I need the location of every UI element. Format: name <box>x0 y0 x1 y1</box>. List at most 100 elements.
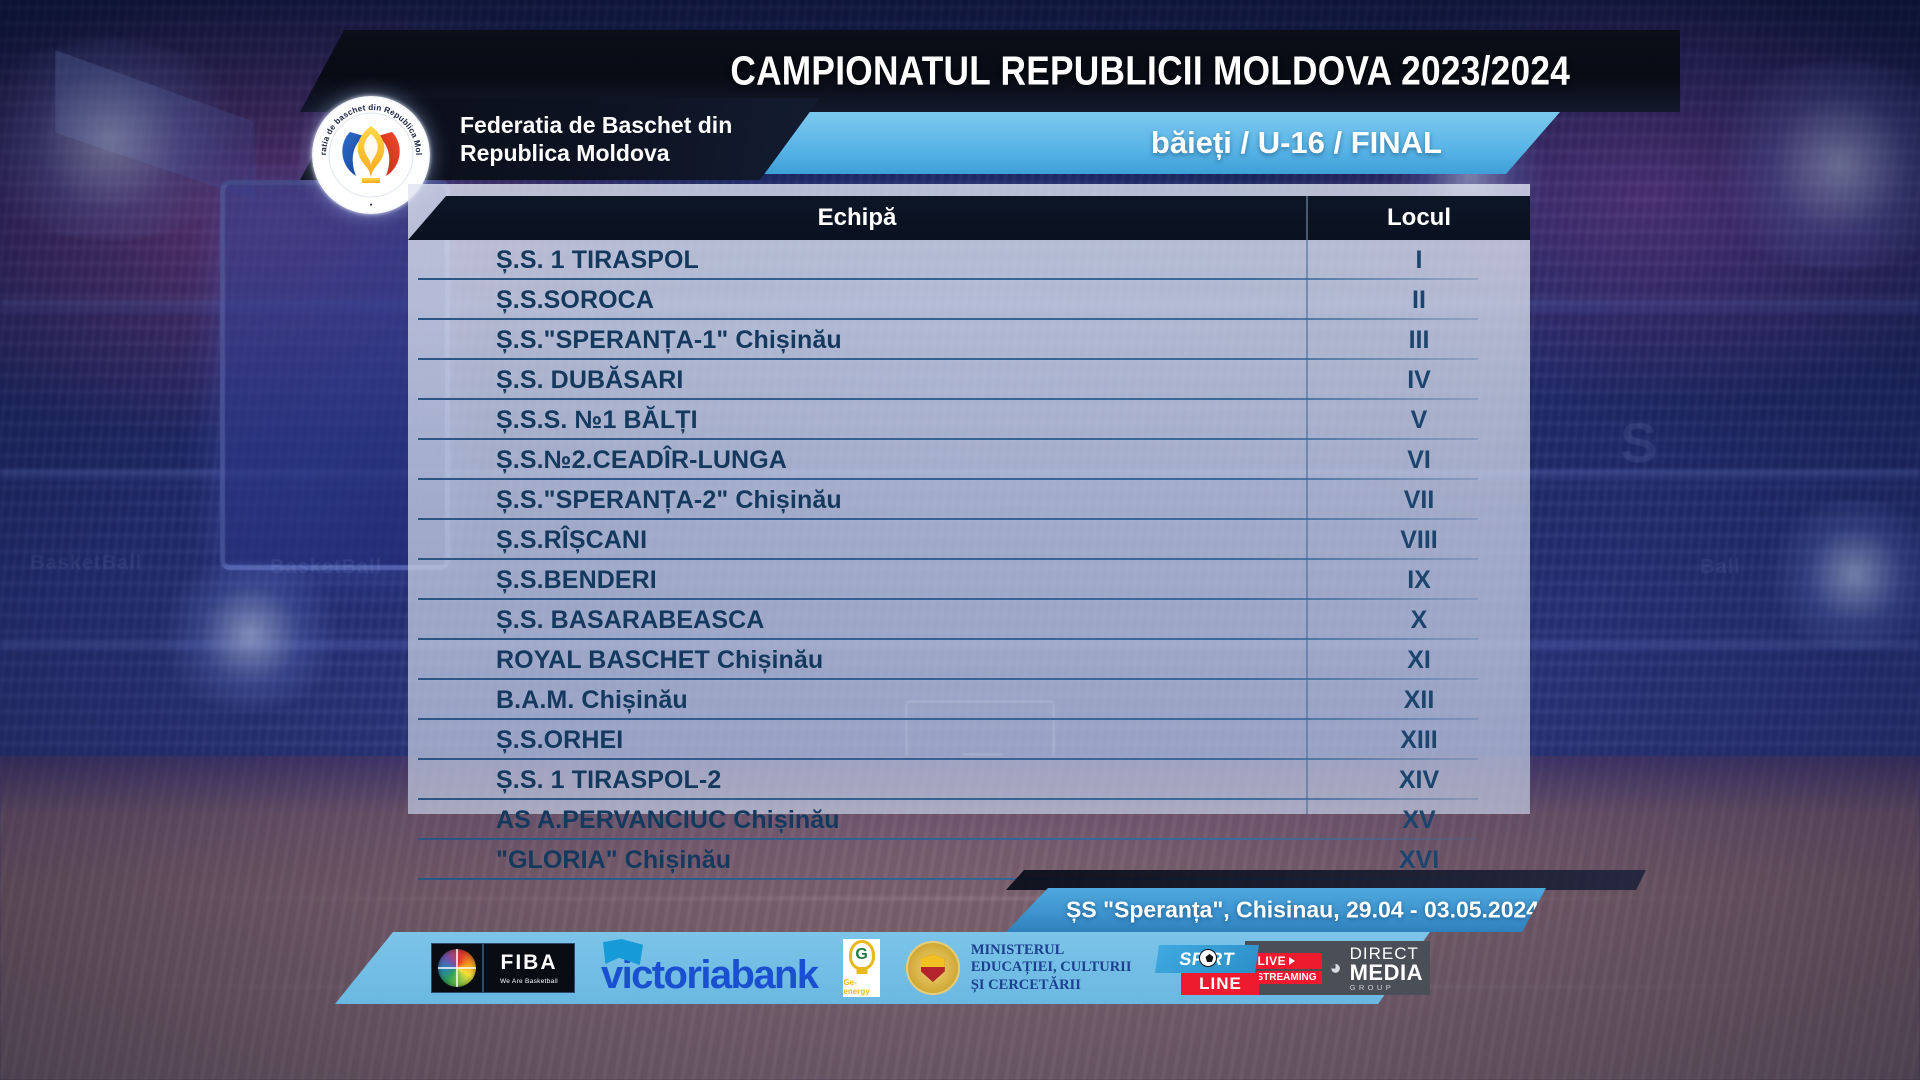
team-place: XI <box>1407 646 1431 674</box>
row-underline <box>418 678 1478 680</box>
wifi-icon: ◕ <box>1329 957 1342 979</box>
table-row: B.A.M. Chișinău XII <box>418 680 1530 720</box>
row-underline <box>418 718 1478 720</box>
row-underline <box>418 518 1478 520</box>
team-name: Ș.S."SPERANȚA-1" Chișinău <box>496 326 842 354</box>
sponsor-fiba[interactable]: FIBA We Are Basketball <box>431 943 575 993</box>
team-place: VI <box>1407 446 1431 474</box>
team-name: Ș.S. DUBĂSARI <box>496 366 684 394</box>
row-underline <box>418 558 1478 560</box>
row-underline <box>418 478 1478 480</box>
sponsor-sportline[interactable]: SP RT LINE <box>1155 941 1260 995</box>
table-row: Ș.S.S. №1 BĂLȚI V <box>418 400 1530 440</box>
table-row: Ș.S.ORHEI XIII <box>418 720 1530 760</box>
ministry-line1: MINISTERUL <box>970 942 1065 959</box>
team-name: "GLORIA" Chișinău <box>496 846 732 874</box>
play-icon <box>1289 956 1296 965</box>
team-name: ROYAL BASCHET Chișinău <box>496 646 824 674</box>
directmedia-line2: MEDIA <box>1349 959 1423 985</box>
sponsor-logos: FIBA We Are Basketball victoriabank G Ge… <box>335 932 1430 1004</box>
sponsor-geenergy[interactable]: G Ge-energy <box>843 939 880 997</box>
venue-date-bar: ȘS "Speranța", Chisinau, 29.04 - 03.05.2… <box>1006 888 1546 932</box>
team-place: XIII <box>1400 726 1438 754</box>
standings-panel <box>408 184 1530 814</box>
fiba-ball-icon <box>431 943 483 993</box>
ministry-line2: EDUCAȚIEI, CULTURII <box>970 959 1132 976</box>
directmedia-line3: GROUP <box>1349 982 1395 992</box>
team-place: VII <box>1403 486 1435 514</box>
team-name: Ș.S.SOROCA <box>496 286 654 314</box>
team-place: II <box>1412 286 1426 314</box>
table-row: Ș.S.BENDERI IX <box>418 560 1530 600</box>
team-place: V <box>1410 406 1428 434</box>
team-place: XIV <box>1398 766 1440 794</box>
geenergy-letter: G <box>855 946 868 963</box>
live-label: LIVE <box>1257 953 1287 968</box>
table-row: ROYAL BASCHET Chișinău XI <box>418 640 1530 680</box>
table-row: Ș.S.SOROCA II <box>418 280 1530 320</box>
row-underline <box>418 758 1478 760</box>
table-row: Ș.S."SPERANȚA-1" Chișinău III <box>418 320 1530 360</box>
streaming-label: STREAMING <box>1251 970 1322 984</box>
row-underline <box>418 878 1478 880</box>
venue-bar-shadow <box>1006 870 1646 890</box>
sponsor-directmedia[interactable]: LIVE STREAMING ◕ DIRECT MEDIA GROUP <box>1244 941 1430 995</box>
table-header-divider <box>1306 196 1308 240</box>
geenergy-name: Ge-energy <box>843 978 870 996</box>
table-column-divider <box>1306 240 1308 814</box>
federation-name: Federatia de Baschet din Republica Moldo… <box>460 111 732 167</box>
lightbulb-icon: G <box>848 940 875 970</box>
team-place: XV <box>1402 806 1436 834</box>
moldova-coat-of-arms-icon <box>905 941 960 995</box>
row-underline <box>418 358 1478 360</box>
team-place: X <box>1410 606 1428 634</box>
team-place: I <box>1415 246 1423 274</box>
federation-name-line2: Republica Moldova <box>460 140 670 166</box>
table-row: Ș.S. DUBĂSARI IV <box>418 360 1530 400</box>
sportline-line2-box: LINE <box>1181 973 1260 995</box>
fiba-wordmark: FIBA We Are Basketball <box>483 943 575 993</box>
team-name: Ș.S. 1 TIRASPOL-2 <box>496 766 722 794</box>
column-header-team: Echipă <box>817 204 897 231</box>
directmedia-line1: DIRECT <box>1349 943 1419 963</box>
team-place: VIII <box>1400 526 1438 554</box>
row-underline <box>418 798 1478 800</box>
team-name: Ș.S.S. №1 BĂLȚI <box>496 406 698 434</box>
soccer-ball-icon <box>1199 949 1218 967</box>
table-row: Ș.S. 1 TIRASPOL-2 XIV <box>418 760 1530 800</box>
team-name: Ș.S. 1 TIRASPOL <box>496 246 699 274</box>
team-name: Ș.S.ORHEI <box>496 726 624 754</box>
fiba-tagline: We Are Basketball <box>499 978 559 985</box>
live-badge: LIVE <box>1251 952 1322 969</box>
team-name: AS A.PERVANCIUC Chișinău <box>496 806 840 834</box>
table-row: Ș.S. BASARABEASCA X <box>418 600 1530 640</box>
venue-date-text: ȘS "Speranța", Chisinau, 29.04 - 03.05.2… <box>1066 896 1540 923</box>
table-row: Ș.S. 1 TIRASPOL I <box>418 240 1530 280</box>
sportline-line2: LINE <box>1199 974 1242 993</box>
table-row: AS A.PERVANCIUC Chișinău XV <box>418 800 1530 840</box>
ministry-line3: ȘI CERCETĂRII <box>970 976 1081 993</box>
svg-text:•: • <box>369 200 372 207</box>
table-row: Ș.S."SPERANȚA-2" Chișinău VII <box>418 480 1530 520</box>
page-title-text: CAMPIONATUL REPUBLICII MOLDOVA 2023/2024 <box>729 47 1570 94</box>
sponsor-victoriabank[interactable]: victoriabank <box>601 939 819 995</box>
row-underline <box>418 638 1478 640</box>
row-underline <box>418 838 1478 840</box>
table-row: Ș.S.RÎȘCANI VIII <box>418 520 1530 560</box>
row-underline <box>418 438 1478 440</box>
ministry-name: MINISTERUL EDUCAȚIEI, CULTURII ȘI CERCET… <box>971 942 1132 993</box>
federation-name-line1: Federatia de Baschet din <box>460 111 733 138</box>
team-place: XVI <box>1398 846 1440 874</box>
row-underline <box>418 278 1478 280</box>
team-place: III <box>1408 326 1430 354</box>
directmedia-name: DIRECT MEDIA GROUP <box>1350 945 1423 992</box>
team-name: B.A.M. Chișinău <box>496 686 688 714</box>
team-place: IV <box>1407 366 1431 394</box>
team-name: Ș.S.№2.CEADÎR-LUNGA <box>496 446 787 474</box>
row-underline <box>418 318 1478 320</box>
sponsor-ministry[interactable]: MINISTERUL EDUCAȚIEI, CULTURII ȘI CERCET… <box>905 941 1132 995</box>
team-name: Ș.S. BASARABEASCA <box>496 606 765 634</box>
team-name: Ș.S.BENDERI <box>496 566 657 594</box>
column-header-place: Locul <box>1387 204 1451 231</box>
row-underline <box>418 598 1478 600</box>
